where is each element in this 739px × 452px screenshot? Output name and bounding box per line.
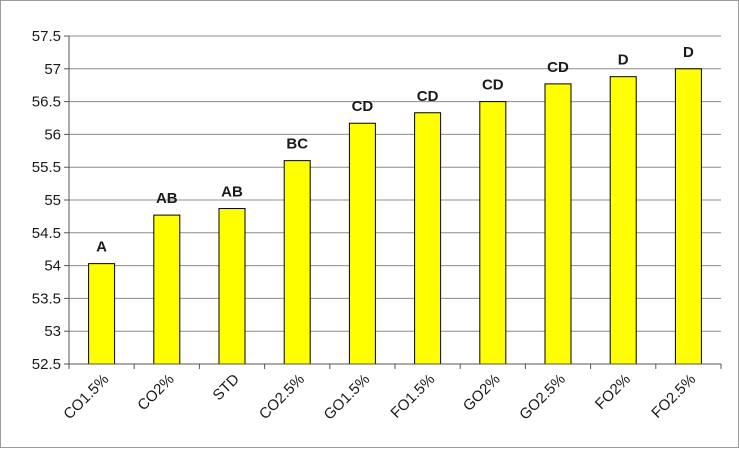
bar-fo2-5	[674, 68, 702, 365]
data-label: A	[96, 239, 107, 256]
x-category-label: CO1.5%	[60, 371, 112, 423]
y-tick-label: 55.5	[32, 159, 61, 176]
bar-go2	[479, 101, 507, 365]
y-axis: 52.5 53 53.5 54 54.5 55 55.5 56 56.5 57 57.5	[32, 28, 70, 373]
bar-co2-5	[283, 160, 311, 365]
y-tick-label: 54	[44, 258, 61, 275]
bar-go2-5	[544, 83, 572, 365]
x-category-label: STD	[210, 371, 243, 404]
y-tick-label: 53.5	[32, 290, 61, 307]
data-label: AB	[221, 184, 243, 201]
data-label: BC	[286, 136, 308, 153]
x-category-label: GO2.5%	[516, 371, 569, 424]
data-labels: A AB AB BC CD CD CD CD D D	[96, 44, 694, 256]
y-tick-label: 56.5	[32, 94, 61, 111]
bar-co2	[153, 214, 181, 365]
data-label: CD	[417, 88, 439, 105]
data-label: D	[618, 52, 629, 69]
x-category-label: FO2.5%	[648, 371, 699, 422]
x-axis: CO1.5% CO2% STD CO2.5% GO1.5% FO1.5% GO2% GO2.5…	[60, 363, 722, 424]
y-tick-label: 56	[44, 126, 61, 143]
y-tick-label: 54.5	[32, 225, 61, 242]
bar-co1-5	[88, 263, 116, 365]
bar-std	[218, 208, 246, 365]
data-label: CD	[482, 77, 504, 94]
y-tick-label: 55	[44, 192, 61, 209]
data-label: CD	[352, 98, 374, 115]
x-category-label: FO2%	[592, 371, 634, 413]
data-label: AB	[156, 190, 178, 207]
bar-fo1-5	[414, 112, 442, 365]
bar-go1-5	[348, 122, 376, 365]
y-tick-label: 57	[44, 61, 61, 78]
x-category-label: GO2%	[460, 371, 504, 415]
x-category-label: CO2.5%	[256, 371, 308, 423]
y-tick-label: 53	[44, 323, 61, 340]
y-tick-label: 57.5	[32, 28, 61, 45]
y-tick-label: 52.5	[32, 356, 61, 373]
x-category-label: GO1.5%	[321, 371, 374, 424]
bars	[88, 68, 702, 365]
x-category-label: FO1.5%	[387, 371, 438, 422]
data-label: CD	[547, 59, 569, 76]
bar-fo2	[609, 76, 637, 365]
data-label: D	[683, 44, 694, 61]
x-category-label: CO2%	[134, 371, 177, 414]
